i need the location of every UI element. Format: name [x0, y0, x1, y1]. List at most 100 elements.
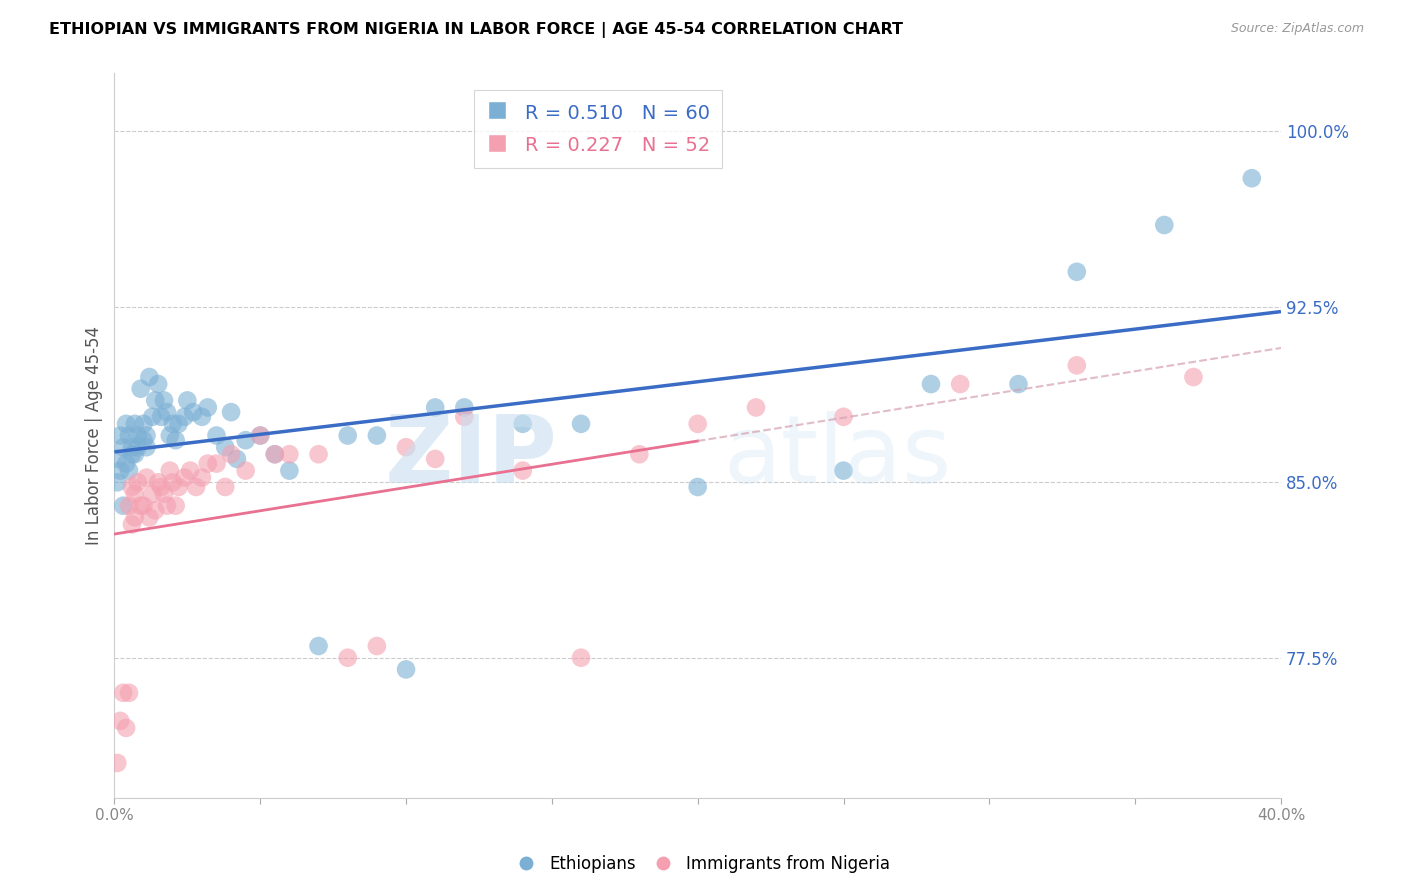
- Point: [395, 662, 418, 676]
- Point: [115, 417, 138, 431]
- Point: [512, 464, 534, 478]
- Point: [138, 370, 160, 384]
- Point: [1066, 265, 1088, 279]
- Point: [124, 417, 146, 431]
- Point: [156, 499, 179, 513]
- Point: [112, 686, 135, 700]
- Point: [745, 401, 768, 415]
- Point: [118, 464, 141, 478]
- Point: [336, 428, 359, 442]
- Point: [569, 650, 592, 665]
- Point: [173, 409, 195, 424]
- Point: [453, 409, 475, 424]
- Point: [512, 417, 534, 431]
- Point: [135, 470, 157, 484]
- Point: [105, 756, 128, 770]
- Point: [124, 447, 146, 461]
- Point: [1153, 218, 1175, 232]
- Point: [110, 464, 132, 478]
- Point: [132, 433, 155, 447]
- Point: [121, 517, 143, 532]
- Point: [143, 393, 166, 408]
- Point: [225, 451, 247, 466]
- Point: [249, 428, 271, 442]
- Point: [219, 405, 242, 419]
- Point: [219, 447, 242, 461]
- Y-axis label: In Labor Force | Age 45-54: In Labor Force | Age 45-54: [86, 326, 103, 545]
- Point: [165, 499, 187, 513]
- Point: [115, 721, 138, 735]
- Point: [1007, 377, 1029, 392]
- Point: [205, 428, 228, 442]
- Text: atlas: atlas: [724, 411, 952, 503]
- Point: [121, 447, 143, 461]
- Text: Source: ZipAtlas.com: Source: ZipAtlas.com: [1230, 22, 1364, 36]
- Point: [115, 457, 138, 471]
- Legend: R = 0.510   N = 60, R = 0.227   N = 52: R = 0.510 N = 60, R = 0.227 N = 52: [474, 90, 721, 168]
- Point: [112, 440, 135, 454]
- Point: [832, 464, 855, 478]
- Point: [1240, 171, 1263, 186]
- Point: [153, 487, 176, 501]
- Point: [150, 409, 173, 424]
- Point: [263, 447, 285, 461]
- Point: [159, 464, 181, 478]
- Point: [197, 457, 219, 471]
- Point: [453, 401, 475, 415]
- Point: [191, 409, 214, 424]
- Point: [118, 686, 141, 700]
- Point: [110, 428, 132, 442]
- Point: [366, 428, 388, 442]
- Point: [197, 401, 219, 415]
- Point: [214, 440, 236, 454]
- Point: [121, 480, 143, 494]
- Point: [150, 480, 173, 494]
- Point: [628, 447, 651, 461]
- Point: [162, 417, 184, 431]
- Point: [138, 510, 160, 524]
- Point: [162, 475, 184, 490]
- Point: [141, 487, 163, 501]
- Point: [308, 447, 330, 461]
- Point: [263, 447, 285, 461]
- Point: [156, 405, 179, 419]
- Point: [118, 499, 141, 513]
- Point: [135, 440, 157, 454]
- Point: [146, 475, 169, 490]
- Point: [105, 475, 128, 490]
- Point: [143, 503, 166, 517]
- Point: [132, 417, 155, 431]
- Point: [135, 428, 157, 442]
- Point: [121, 440, 143, 454]
- Point: [112, 499, 135, 513]
- Point: [146, 377, 169, 392]
- Point: [184, 480, 207, 494]
- Point: [124, 487, 146, 501]
- Point: [214, 480, 236, 494]
- Point: [179, 464, 201, 478]
- Point: [686, 480, 709, 494]
- Point: [308, 639, 330, 653]
- Text: ZIP: ZIP: [385, 411, 558, 503]
- Point: [181, 405, 204, 419]
- Point: [129, 382, 152, 396]
- Point: [235, 433, 257, 447]
- Point: [425, 451, 447, 466]
- Legend: Ethiopians, Immigrants from Nigeria: Ethiopians, Immigrants from Nigeria: [509, 848, 897, 880]
- Point: [132, 499, 155, 513]
- Point: [176, 393, 198, 408]
- Point: [191, 470, 214, 484]
- Point: [127, 475, 149, 490]
- Point: [127, 440, 149, 454]
- Point: [920, 377, 942, 392]
- Point: [153, 393, 176, 408]
- Point: [1182, 370, 1205, 384]
- Point: [159, 428, 181, 442]
- Point: [395, 440, 418, 454]
- Point: [205, 457, 228, 471]
- Point: [167, 480, 190, 494]
- Point: [425, 401, 447, 415]
- Point: [110, 714, 132, 728]
- Point: [336, 650, 359, 665]
- Point: [105, 451, 128, 466]
